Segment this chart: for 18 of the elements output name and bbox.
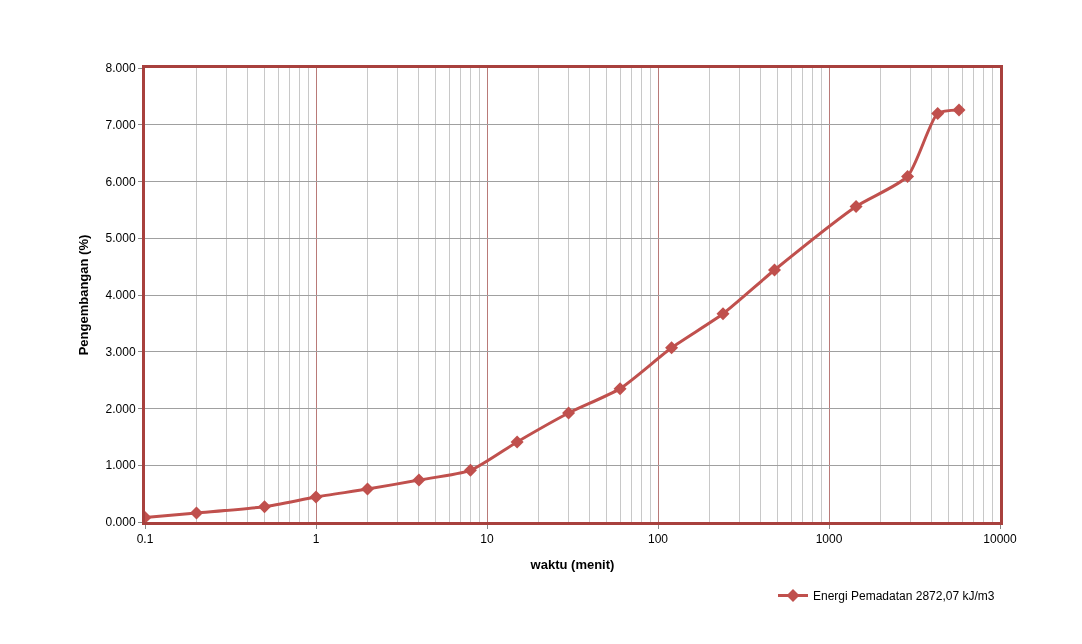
y-tick-label: 6.000: [105, 174, 136, 189]
legend-label: Energi Pemadatan 2872,07 kJ/m3: [813, 589, 995, 604]
y-tick-label: 8.000: [105, 61, 136, 76]
y-tick-label: 2.000: [105, 401, 136, 416]
x-tick-label: 1000: [815, 532, 843, 547]
y-tick-label: 0.000: [105, 515, 136, 530]
x-axis-title: waktu (menit): [529, 557, 615, 572]
x-tick-label: 10000: [983, 532, 1018, 547]
y-tick-label: 1.000: [105, 458, 136, 473]
y-tick-label: 3.000: [105, 344, 136, 359]
y-tick-label: 4.000: [105, 288, 136, 303]
y-tick-label: 5.000: [105, 231, 136, 246]
y-tick-label: 7.000: [105, 117, 136, 132]
y-axis-title: Pengembangan (%): [75, 234, 91, 356]
x-tick-label: 100: [647, 532, 669, 547]
x-tick-label: 1: [312, 532, 320, 547]
x-tick-label: 0.1: [136, 532, 154, 547]
x-tick-label: 10: [480, 532, 494, 547]
